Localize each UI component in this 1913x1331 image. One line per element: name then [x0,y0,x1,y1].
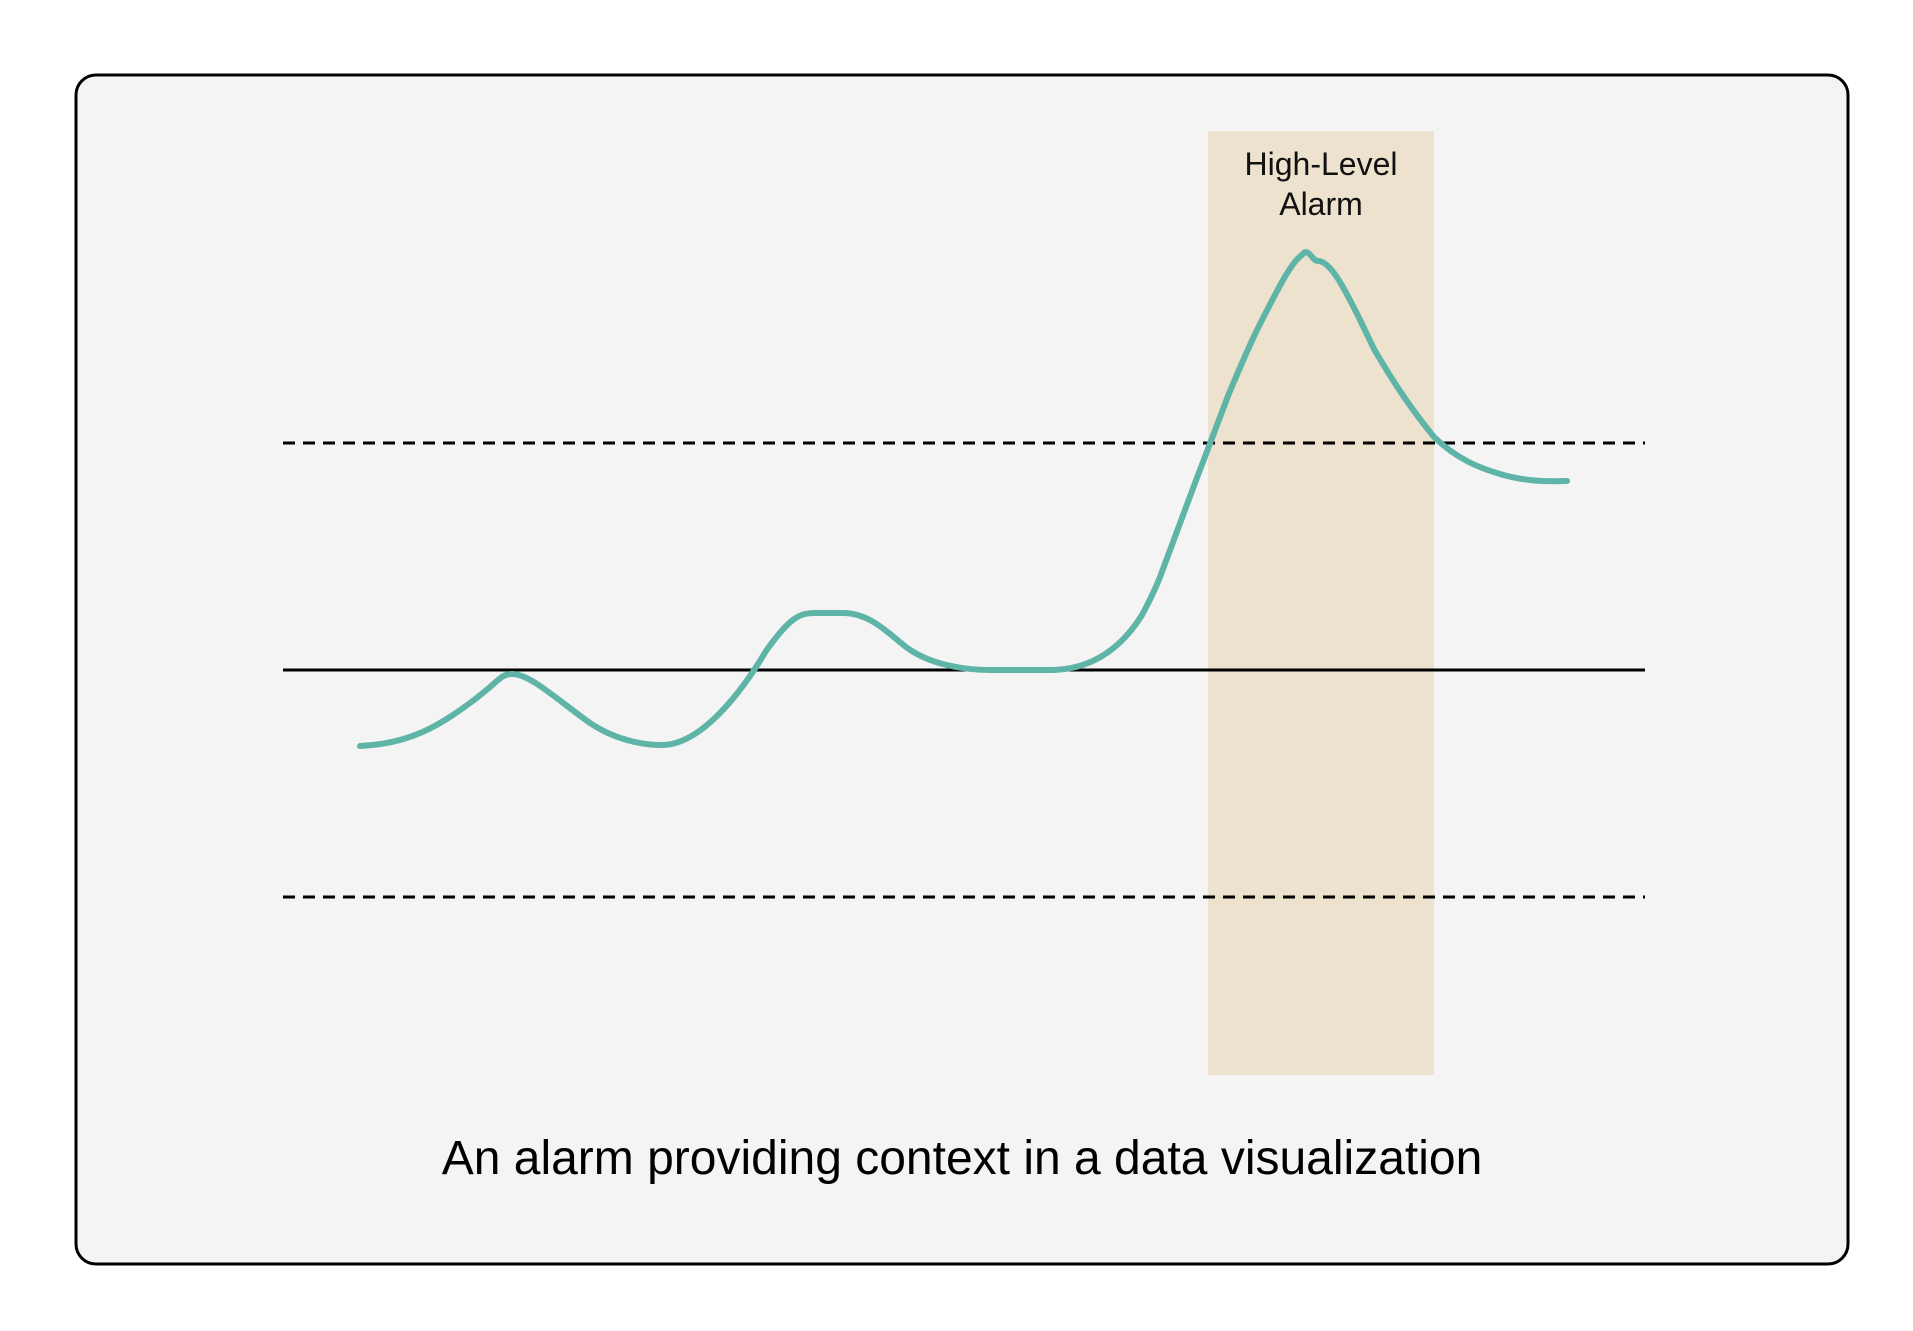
alarm-label-line2: Alarm [1279,186,1363,222]
alarm-band [1208,131,1434,1075]
diagram-caption: An alarm providing context in a data vis… [442,1132,1483,1185]
alarm-label-line1: High-Level [1245,146,1398,182]
signal-curve [357,249,1570,749]
